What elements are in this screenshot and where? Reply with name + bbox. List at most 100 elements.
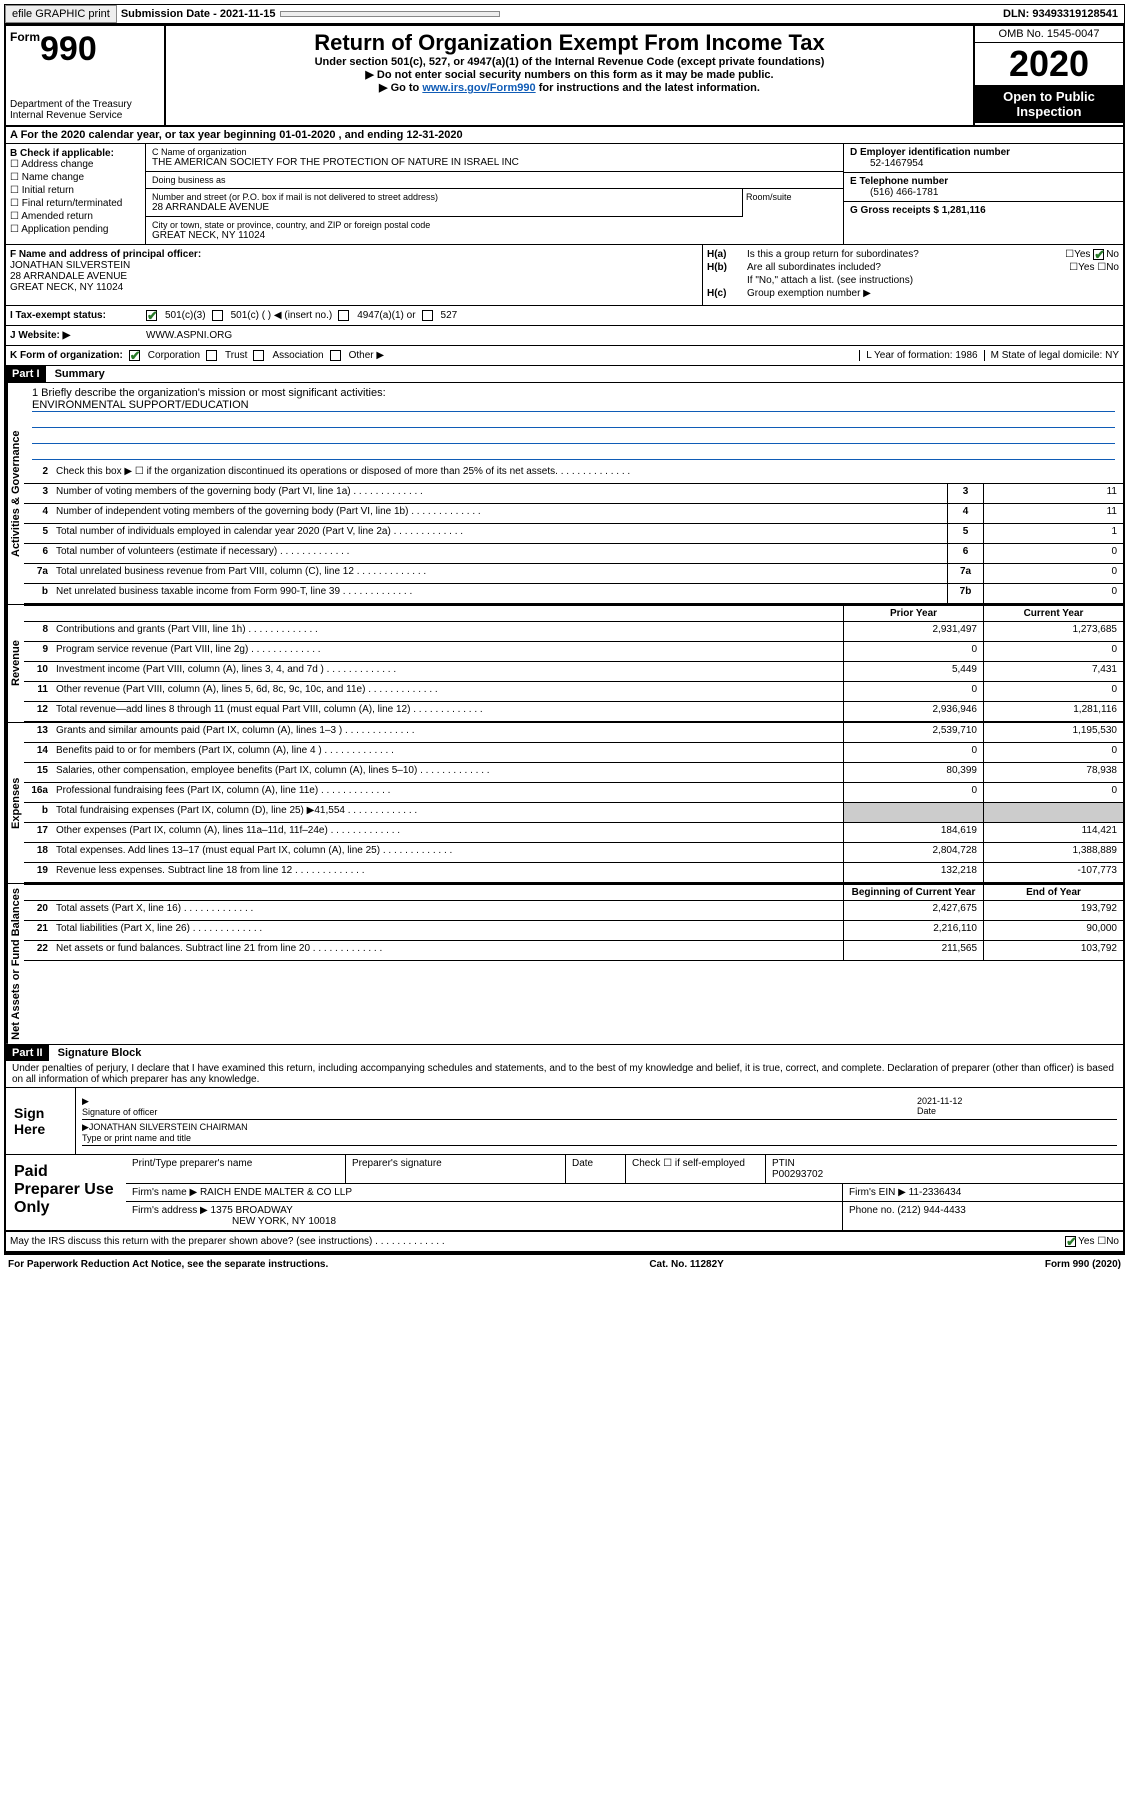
form-title: Return of Organization Exempt From Incom…	[170, 30, 969, 56]
omb-number: OMB No. 1545-0047	[975, 26, 1123, 43]
form-header: Form990 Department of the Treasury Inter…	[6, 26, 1123, 127]
phone-label: E Telephone number	[850, 176, 948, 187]
side-governance: Activities & Governance	[6, 383, 24, 604]
line-num: 20	[24, 901, 52, 920]
begin-year-header: Beginning of Current Year	[843, 885, 983, 900]
dept-treasury: Department of the Treasury Internal Reve…	[10, 99, 160, 121]
line-prior: 0	[843, 642, 983, 661]
header-right: OMB No. 1545-0047 2020 Open to Public In…	[973, 26, 1123, 125]
cb-trust[interactable]	[206, 350, 217, 361]
summary-line: 22 Net assets or fund balances. Subtract…	[24, 941, 1123, 961]
col-f-officer: F Name and address of principal officer:…	[6, 245, 703, 305]
line-prior: 0	[843, 682, 983, 701]
part1-badge: Part I	[6, 366, 46, 382]
gross-field: G Gross receipts $ 1,281,116	[844, 202, 1123, 219]
city-label: City or town, state or province, country…	[152, 220, 837, 230]
street-value: 28 ARRANDALE AVENUE	[152, 202, 269, 213]
line-num: 15	[24, 763, 52, 782]
dba-field: Doing business as	[146, 172, 843, 189]
line-desc: Contributions and grants (Part VIII, lin…	[52, 622, 843, 641]
line-num: 12	[24, 702, 52, 721]
cb-final[interactable]: ☐ Final return/terminated	[10, 198, 141, 209]
cb-address[interactable]: ☐ Address change	[10, 159, 141, 170]
cb-501c3[interactable]	[146, 310, 157, 321]
summary-line: 21 Total liabilities (Part X, line 26) 2…	[24, 921, 1123, 941]
cb-assoc[interactable]	[253, 350, 264, 361]
line-current: 1,273,685	[983, 622, 1123, 641]
line-num: 10	[24, 662, 52, 681]
hb-yesno: ☐Yes ☐No	[1069, 262, 1119, 273]
irs-link[interactable]: www.irs.gov/Form990	[422, 82, 535, 94]
k-corp: Corporation	[148, 350, 200, 361]
part1-header-row: Part I Summary	[6, 366, 1123, 383]
summary-line: 7a Total unrelated business revenue from…	[24, 564, 1123, 584]
ein-label: D Employer identification number	[850, 147, 1010, 158]
phone-value: (516) 466-1781	[850, 187, 938, 198]
officer-street: 28 ARRANDALE AVENUE	[10, 271, 698, 282]
cb-pending[interactable]: ☐ Application pending	[10, 224, 141, 235]
m-state: M State of legal domicile: NY	[984, 350, 1119, 361]
firm-phone-cell: Phone no. (212) 944-4433	[843, 1202, 1123, 1230]
mission-line2	[32, 414, 1115, 428]
officer-city: GREAT NECK, NY 11024	[10, 282, 698, 293]
current-year-header: Current Year	[983, 606, 1123, 621]
line-desc: Benefits paid to or for members (Part IX…	[52, 743, 843, 762]
cb-501c[interactable]	[212, 310, 223, 321]
line-desc: Other expenses (Part IX, column (A), lin…	[52, 823, 843, 842]
netassets-section: Net Assets or Fund Balances Beginning of…	[6, 884, 1123, 1045]
summary-line: 12 Total revenue—add lines 8 through 11 …	[24, 702, 1123, 722]
cb-name[interactable]: ☐ Name change	[10, 172, 141, 183]
city-field: City or town, state or province, country…	[146, 217, 843, 244]
prep-col1: Print/Type preparer's name	[126, 1155, 346, 1183]
header-mid: Return of Organization Exempt From Incom…	[166, 26, 973, 125]
line-num: 8	[24, 622, 52, 641]
blank-button[interactable]	[280, 11, 500, 17]
part2-title: Signature Block	[52, 1047, 142, 1059]
line-desc: Total liabilities (Part X, line 26)	[52, 921, 843, 940]
te-label: I Tax-exempt status:	[10, 310, 140, 321]
line-desc: Net unrelated business taxable income fr…	[52, 584, 947, 603]
line-num: 14	[24, 743, 52, 762]
line-current: 114,421	[983, 823, 1123, 842]
open-public-badge: Open to Public Inspection	[975, 85, 1123, 123]
mission-text: ENVIRONMENTAL SUPPORT/EDUCATION	[32, 399, 1115, 412]
efile-print-button[interactable]: efile GRAPHIC print	[5, 5, 117, 23]
line-num: 5	[24, 524, 52, 543]
expenses-section: Expenses 13 Grants and similar amounts p…	[6, 723, 1123, 884]
summary-line: 5 Total number of individuals employed i…	[24, 524, 1123, 544]
room-suite: Room/suite	[743, 189, 843, 217]
line-desc: Grants and similar amounts paid (Part IX…	[52, 723, 843, 742]
mission-line4	[32, 446, 1115, 460]
org-name-label: C Name of organization	[152, 147, 837, 157]
line-current: -107,773	[983, 863, 1123, 882]
discuss-yes-checkbox[interactable]	[1065, 1236, 1076, 1247]
cb-other[interactable]	[330, 350, 341, 361]
k-other: Other ▶	[349, 350, 384, 361]
cb-amended[interactable]: ☐ Amended return	[10, 211, 141, 222]
summary-line: 8 Contributions and grants (Part VIII, l…	[24, 622, 1123, 642]
line-num: 3	[24, 484, 52, 503]
line-num: 6	[24, 544, 52, 563]
line-current: 78,938	[983, 763, 1123, 782]
line-desc: Investment income (Part VIII, column (A)…	[52, 662, 843, 681]
ssn-warning: ▶ Do not enter social security numbers o…	[170, 68, 969, 81]
line-current: 90,000	[983, 921, 1123, 940]
col-b-title: B Check if applicable:	[10, 148, 141, 159]
line-current: 103,792	[983, 941, 1123, 960]
line-box: 3	[947, 484, 983, 503]
cb-527[interactable]	[422, 310, 433, 321]
cb-4947[interactable]	[338, 310, 349, 321]
cb-corp[interactable]	[129, 350, 140, 361]
section-fh: F Name and address of principal officer:…	[6, 245, 1123, 306]
line-val: 0	[983, 544, 1123, 563]
line-box: 6	[947, 544, 983, 563]
part1-title: Summary	[49, 368, 105, 380]
ein-field: D Employer identification number 52-1467…	[844, 144, 1123, 173]
line-desc: Professional fundraising fees (Part IX, …	[52, 783, 843, 802]
line-num: 2	[24, 464, 52, 483]
cb-initial[interactable]: ☐ Initial return	[10, 185, 141, 196]
ha-no-checkbox[interactable]	[1093, 249, 1104, 260]
dln-number: DLN: 93493319128541	[1003, 8, 1124, 20]
form-990: Form990 Department of the Treasury Inter…	[4, 24, 1125, 1255]
line-prior: 2,539,710	[843, 723, 983, 742]
